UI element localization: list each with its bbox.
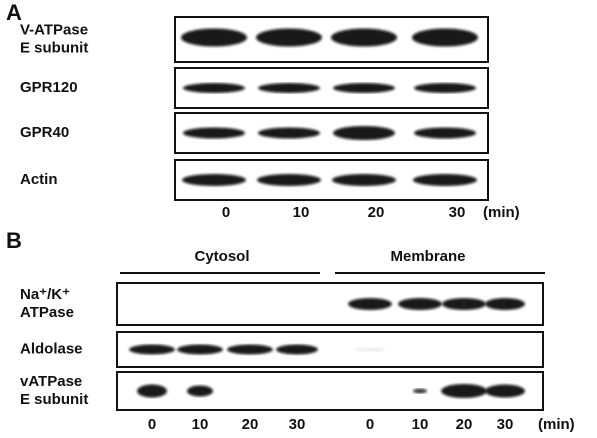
lane-label: 0 <box>222 204 230 221</box>
panel-label: B <box>6 228 22 253</box>
band <box>398 298 442 310</box>
unit-label: (min) <box>483 204 520 221</box>
band <box>183 83 245 93</box>
band <box>414 127 476 139</box>
lane-label: 0 <box>148 416 156 433</box>
lane-label: 30 <box>497 416 514 433</box>
lane-label: 20 <box>368 204 385 221</box>
group-label: Membrane <box>390 248 465 265</box>
band <box>348 298 392 310</box>
band <box>227 344 273 355</box>
band <box>187 385 213 397</box>
row-label: V-ATPase <box>20 21 88 38</box>
row-label: Aldolase <box>20 340 83 357</box>
band <box>333 126 395 140</box>
band <box>332 174 396 186</box>
panel-label: A <box>6 0 22 25</box>
lane-label: 30 <box>289 416 306 433</box>
band <box>182 174 246 186</box>
row-label: E subunit <box>20 39 88 56</box>
lane-label: 0 <box>366 416 374 433</box>
band <box>177 344 223 355</box>
band <box>412 28 478 47</box>
blot-box <box>116 331 544 368</box>
band <box>258 127 320 139</box>
band <box>485 298 525 310</box>
lane-label: 10 <box>293 204 310 221</box>
band <box>181 28 247 47</box>
row-label: ATPase <box>20 304 74 321</box>
band <box>276 344 318 355</box>
band <box>413 388 427 394</box>
band <box>414 83 476 93</box>
band <box>413 174 477 186</box>
lane-label: 10 <box>412 416 429 433</box>
row-label: Actin <box>20 171 58 188</box>
band <box>256 28 322 47</box>
group-label: Cytosol <box>194 248 249 265</box>
unit-label: (min) <box>538 416 575 433</box>
lane-label: 30 <box>449 204 466 221</box>
band <box>257 174 321 186</box>
band <box>485 384 525 398</box>
lane-label: 20 <box>242 416 259 433</box>
lane-label: 10 <box>192 416 209 433</box>
band <box>258 83 320 93</box>
row-label: Na⁺/K⁺ <box>20 286 70 303</box>
band <box>442 298 486 310</box>
band <box>183 127 245 139</box>
band <box>333 83 395 93</box>
band <box>137 384 167 398</box>
band <box>441 384 487 398</box>
row-label: vATPase <box>20 373 82 390</box>
band <box>331 28 397 47</box>
lane-label: 20 <box>456 416 473 433</box>
row-label: E subunit <box>20 391 88 408</box>
row-label: GPR120 <box>20 79 78 96</box>
row-label: GPR40 <box>20 124 69 141</box>
band <box>129 344 175 355</box>
band <box>355 347 385 352</box>
